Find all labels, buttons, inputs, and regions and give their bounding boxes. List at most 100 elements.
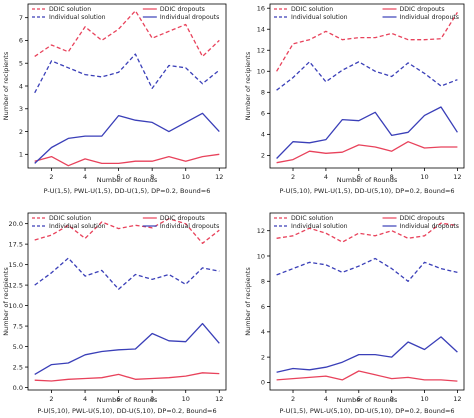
series-line-individual-dropouts xyxy=(34,112,220,164)
legend-label: Individual solution xyxy=(49,14,106,21)
y-tick-label: 6 xyxy=(261,303,265,311)
y-tick-label: 4 xyxy=(19,82,23,90)
x-tick-label: 4 xyxy=(83,395,87,403)
y-axis-label: Number of recipients xyxy=(2,51,10,120)
y-tick-label: 12 xyxy=(257,227,265,235)
legend-label: Individual dropouts xyxy=(400,14,460,21)
legend-label: Individual dropouts xyxy=(160,223,220,230)
x-tick-label: 12 xyxy=(453,173,461,181)
x-tick-label: 4 xyxy=(324,395,328,403)
y-tick-label: 3 xyxy=(19,105,23,113)
y-tick-label: 15.0 xyxy=(9,261,23,269)
plot-area xyxy=(269,3,465,169)
y-tick-label: 20.0 xyxy=(9,220,23,228)
x-tick-label: 8 xyxy=(390,395,394,403)
y-tick-label: 7 xyxy=(19,14,23,22)
legend-label: Individual solution xyxy=(291,14,348,21)
plot-area xyxy=(27,212,227,391)
x-tick-label: 6 xyxy=(117,395,121,403)
series-line-individual-dropouts xyxy=(34,322,220,375)
y-tick-label: 8 xyxy=(261,89,265,97)
legend-label: Individual dropouts xyxy=(400,223,460,230)
panel-caption: P-U(1,5), PWL-U(1,5), DD-U(1,5), DP=0.2,… xyxy=(44,187,211,195)
legend-label: DDIC dropouts xyxy=(400,215,445,222)
series-line-individual-solution xyxy=(276,257,458,282)
x-tick-label: 8 xyxy=(150,173,154,181)
series-line-ddic-solution xyxy=(276,222,458,243)
y-tick-label: 12 xyxy=(257,47,265,55)
x-tick-label: 6 xyxy=(117,173,121,181)
legend-label: DDIC dropouts xyxy=(400,6,445,13)
y-tick-label: 10 xyxy=(257,68,265,76)
plot-area xyxy=(27,3,227,169)
x-tick-label: 6 xyxy=(357,395,361,403)
x-tick-label: 10 xyxy=(420,395,428,403)
y-tick-label: 0 xyxy=(261,379,265,387)
y-tick-label: 4 xyxy=(261,328,265,336)
x-tick-label: 12 xyxy=(215,395,223,403)
y-tick-label: 2.5 xyxy=(13,363,23,371)
series-line-ddic-solution xyxy=(34,10,220,58)
x-tick-label: 2 xyxy=(291,173,295,181)
x-tick-label: 4 xyxy=(324,173,328,181)
legend-label: Individual dropouts xyxy=(160,14,220,21)
y-axis-label: Number of recipients xyxy=(244,267,252,336)
x-tick-label: 8 xyxy=(390,173,394,181)
y-tick-label: 2 xyxy=(261,152,265,160)
series-line-ddic-dropouts xyxy=(34,153,220,167)
series-line-individual-dropouts xyxy=(276,336,458,373)
series-line-individual-solution xyxy=(276,61,458,91)
x-tick-label: 2 xyxy=(49,173,53,181)
x-tick-label: 10 xyxy=(420,173,428,181)
legend-label: DDIC solution xyxy=(49,215,91,222)
y-tick-label: 16 xyxy=(257,5,265,13)
y-tick-label: 8 xyxy=(261,278,265,286)
legend-label: DDIC dropouts xyxy=(160,215,205,222)
x-tick-label: 12 xyxy=(215,173,223,181)
y-tick-label: 17.5 xyxy=(9,240,23,248)
y-tick-label: 10.0 xyxy=(9,302,23,310)
y-tick-label: 6 xyxy=(19,37,23,45)
x-tick-label: 10 xyxy=(182,395,190,403)
y-tick-label: 2 xyxy=(261,353,265,361)
y-axis-label: Number of recipients xyxy=(244,51,252,120)
panel-caption: P-U(5,10), PWL-U(5,10), DD-U(5,10), DP=0… xyxy=(37,407,216,415)
series-line-individual-solution xyxy=(34,53,220,94)
x-tick-label: 2 xyxy=(291,395,295,403)
legend-label: DDIC solution xyxy=(291,6,333,13)
series-line-ddic-solution xyxy=(276,12,458,72)
y-tick-label: 4 xyxy=(261,131,265,139)
series-line-individual-dropouts xyxy=(276,106,458,159)
y-tick-label: 6 xyxy=(261,110,265,118)
y-tick-label: 5 xyxy=(19,60,23,68)
y-tick-label: 1 xyxy=(19,151,23,159)
legend-label: Individual solution xyxy=(291,223,348,230)
x-axis-label: Number of Rounds xyxy=(97,396,158,404)
legend-label: DDIC dropouts xyxy=(160,6,205,13)
y-tick-label: 0.0 xyxy=(13,384,23,392)
chart-panel-3: 2 4 6 8 10 12 0.0 2.5 5.0 7.5 10.0 12.5 15.0 17.5 20.0… xyxy=(2,212,227,415)
x-axis-label: Number of Rounds xyxy=(337,176,398,184)
y-tick-label: 12.5 xyxy=(9,281,23,289)
x-tick-label: 8 xyxy=(150,395,154,403)
series-line-ddic-dropouts xyxy=(276,141,458,164)
y-axis-label: Number of recipients xyxy=(2,267,10,336)
y-tick-label: 2 xyxy=(19,128,23,136)
legend-label: DDIC solution xyxy=(49,6,91,13)
y-tick-label: 5.0 xyxy=(13,343,23,351)
y-tick-label: 7.5 xyxy=(13,322,23,330)
x-tick-label: 2 xyxy=(49,395,53,403)
x-axis-label: Number of Rounds xyxy=(97,176,158,184)
x-axis-label: Number of Rounds xyxy=(337,396,398,404)
series-line-ddic-dropouts xyxy=(34,372,220,382)
chart-panel-4: 2 4 6 8 10 12 0 2 4 6 8 10 12 Number of Rounds Number … xyxy=(244,212,465,415)
series-line-ddic-solution xyxy=(34,218,220,244)
plot-area xyxy=(269,212,465,391)
series-line-individual-solution xyxy=(34,257,220,290)
panel-caption: P-U(5,10), PWL-U(1,5), DD-U(5,10), DP=0.… xyxy=(279,187,454,195)
panel-caption: P-U(1,5), PWL-U(5,10), DD-U(5,10), DP=0.… xyxy=(279,407,454,415)
legend-label: Individual solution xyxy=(49,223,106,230)
y-tick-label: 14 xyxy=(257,26,265,34)
